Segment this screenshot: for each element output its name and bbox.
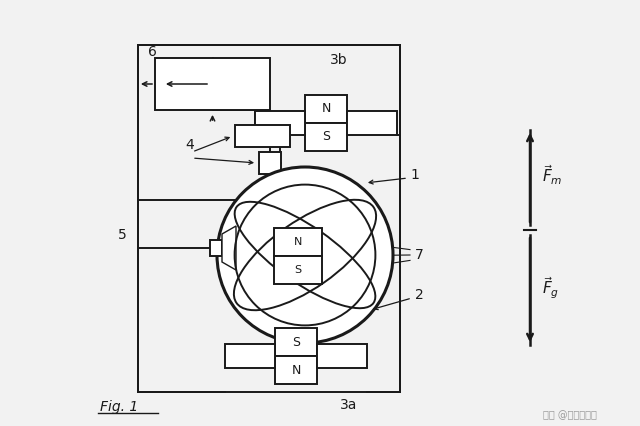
Text: 1: 1 [410, 168, 419, 182]
Text: $\vec{F}_m$: $\vec{F}_m$ [542, 163, 563, 187]
Bar [347, 111, 397, 135]
Text: 5: 5 [118, 228, 127, 242]
Bar [305, 123, 347, 151]
Text: 2: 2 [415, 288, 424, 302]
Bar [225, 344, 275, 368]
Text: 3b: 3b [330, 53, 348, 67]
Text: Fig. 1: Fig. 1 [100, 400, 138, 414]
Text: N: N [321, 103, 331, 115]
Bar [305, 95, 347, 123]
Bar [275, 328, 317, 356]
Text: 头条 @懂车帝报道: 头条 @懂车帝报道 [543, 410, 597, 420]
Text: 7: 7 [415, 248, 424, 262]
Text: N: N [294, 237, 302, 247]
Bar [255, 111, 305, 135]
Bar [274, 228, 322, 256]
Text: S: S [322, 130, 330, 144]
Text: S: S [294, 265, 301, 275]
Text: 4: 4 [185, 138, 194, 152]
Bar [274, 256, 322, 284]
Ellipse shape [217, 167, 393, 343]
Text: $\vec{F}_g$: $\vec{F}_g$ [542, 275, 559, 301]
Text: 3a: 3a [340, 398, 357, 412]
Bar [259, 152, 281, 174]
Text: N: N [291, 363, 301, 377]
Bar [138, 45, 400, 392]
Bar [210, 240, 222, 256]
Bar [317, 344, 367, 368]
Text: 6: 6 [148, 45, 157, 59]
Bar [235, 125, 290, 147]
Bar [155, 58, 270, 110]
Text: S: S [292, 336, 300, 348]
Polygon shape [222, 226, 236, 270]
Bar [275, 356, 317, 384]
